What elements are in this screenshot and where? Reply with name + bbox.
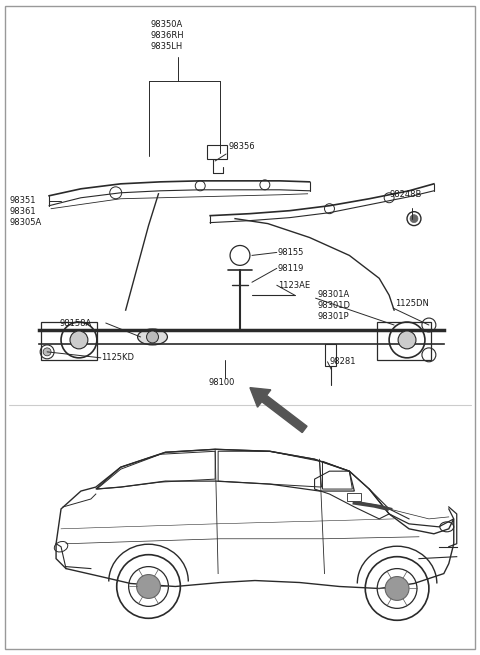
Circle shape bbox=[70, 331, 88, 349]
Circle shape bbox=[398, 331, 416, 349]
Text: 98350A
9836RH
9835LH: 98350A 9836RH 9835LH bbox=[151, 20, 184, 51]
Text: 98356: 98356 bbox=[228, 141, 255, 151]
Text: 98301A
98301D
98301P: 98301A 98301D 98301P bbox=[318, 290, 350, 322]
Circle shape bbox=[43, 348, 51, 356]
Bar bbox=[324, 344, 336, 365]
Text: 98119: 98119 bbox=[278, 264, 304, 273]
Text: 98158A: 98158A bbox=[59, 318, 91, 328]
Ellipse shape bbox=[138, 329, 168, 345]
Text: 98248B: 98248B bbox=[389, 190, 421, 198]
Text: 1125KD: 1125KD bbox=[101, 353, 134, 362]
Circle shape bbox=[385, 576, 409, 601]
Text: 98281: 98281 bbox=[329, 357, 356, 366]
Circle shape bbox=[410, 215, 418, 223]
Circle shape bbox=[137, 574, 160, 599]
Text: 98351
98361
98305A: 98351 98361 98305A bbox=[9, 196, 42, 227]
Text: 98100: 98100 bbox=[208, 378, 235, 386]
Bar bbox=[207, 145, 227, 159]
FancyArrow shape bbox=[250, 388, 307, 432]
Text: 98155: 98155 bbox=[278, 248, 304, 257]
Circle shape bbox=[146, 331, 158, 343]
Text: 1125DN: 1125DN bbox=[395, 299, 429, 308]
Text: 1123AE: 1123AE bbox=[278, 281, 310, 290]
